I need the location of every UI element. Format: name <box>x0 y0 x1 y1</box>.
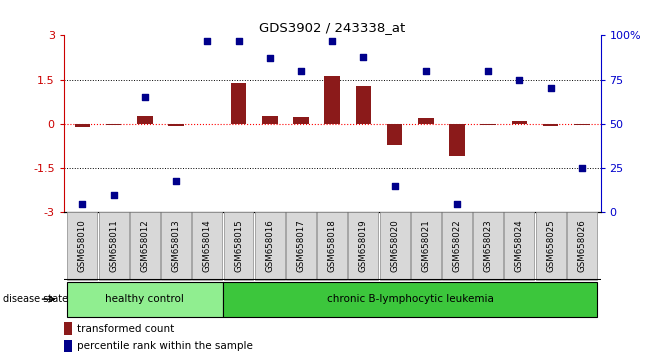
Point <box>140 95 150 100</box>
Point <box>421 68 431 74</box>
FancyBboxPatch shape <box>255 212 285 280</box>
Text: chronic B-lymphocytic leukemia: chronic B-lymphocytic leukemia <box>327 294 494 304</box>
Text: GSM658023: GSM658023 <box>484 219 493 273</box>
FancyBboxPatch shape <box>380 212 409 280</box>
Bar <box>449 124 465 156</box>
FancyBboxPatch shape <box>286 212 316 280</box>
FancyBboxPatch shape <box>99 212 129 280</box>
Bar <box>356 86 371 124</box>
Text: GSM658017: GSM658017 <box>297 219 305 273</box>
Bar <box>574 124 590 125</box>
Bar <box>324 76 340 124</box>
Bar <box>480 124 496 125</box>
Text: GSM658026: GSM658026 <box>577 219 586 273</box>
Text: transformed count: transformed count <box>76 324 174 333</box>
Bar <box>511 121 527 124</box>
Point <box>358 54 369 59</box>
Text: percentile rank within the sample: percentile rank within the sample <box>76 341 252 351</box>
Bar <box>543 124 558 126</box>
Point <box>233 38 244 44</box>
Text: GSM658022: GSM658022 <box>452 219 462 273</box>
FancyBboxPatch shape <box>411 212 441 280</box>
Point <box>546 86 556 91</box>
Point <box>452 201 462 206</box>
Text: GSM658010: GSM658010 <box>78 219 87 273</box>
Text: GSM658013: GSM658013 <box>172 219 180 273</box>
FancyBboxPatch shape <box>473 212 503 280</box>
Point <box>327 38 338 44</box>
Text: GSM658019: GSM658019 <box>359 220 368 272</box>
Text: GSM658025: GSM658025 <box>546 219 555 273</box>
FancyBboxPatch shape <box>67 282 223 316</box>
Point <box>264 56 275 61</box>
FancyBboxPatch shape <box>567 212 597 280</box>
Text: GSM658018: GSM658018 <box>327 219 337 273</box>
Point <box>483 68 494 74</box>
Text: GSM658015: GSM658015 <box>234 219 243 273</box>
FancyBboxPatch shape <box>223 282 597 316</box>
FancyBboxPatch shape <box>130 212 160 280</box>
Bar <box>418 118 433 124</box>
Point <box>295 68 306 74</box>
Text: disease state: disease state <box>3 294 68 304</box>
FancyBboxPatch shape <box>348 212 378 280</box>
Bar <box>137 116 153 124</box>
Title: GDS3902 / 243338_at: GDS3902 / 243338_at <box>259 21 405 34</box>
Text: healthy control: healthy control <box>105 294 185 304</box>
Point <box>576 165 587 171</box>
Bar <box>106 124 121 125</box>
Bar <box>262 116 278 124</box>
FancyBboxPatch shape <box>317 212 347 280</box>
Text: GSM658024: GSM658024 <box>515 219 524 273</box>
FancyBboxPatch shape <box>161 212 191 280</box>
Bar <box>293 118 309 124</box>
FancyBboxPatch shape <box>442 212 472 280</box>
FancyBboxPatch shape <box>535 212 566 280</box>
Text: GSM658020: GSM658020 <box>390 219 399 273</box>
Bar <box>64 340 72 352</box>
FancyBboxPatch shape <box>68 212 97 280</box>
Point <box>514 77 525 82</box>
Text: GSM658012: GSM658012 <box>140 219 150 273</box>
Bar <box>199 124 215 125</box>
Point <box>77 201 88 206</box>
Bar <box>64 322 72 335</box>
Point <box>108 192 119 198</box>
FancyBboxPatch shape <box>193 212 222 280</box>
Point <box>170 178 181 183</box>
Text: GSM658011: GSM658011 <box>109 219 118 273</box>
Text: GSM658021: GSM658021 <box>421 219 430 273</box>
Point <box>202 38 213 44</box>
Bar <box>231 82 246 124</box>
Text: GSM658016: GSM658016 <box>265 219 274 273</box>
FancyBboxPatch shape <box>223 212 254 280</box>
Bar <box>168 124 184 126</box>
FancyBboxPatch shape <box>505 212 534 280</box>
Text: GSM658014: GSM658014 <box>203 219 212 273</box>
Bar <box>74 124 91 127</box>
Point <box>389 183 400 189</box>
Bar <box>386 124 403 145</box>
